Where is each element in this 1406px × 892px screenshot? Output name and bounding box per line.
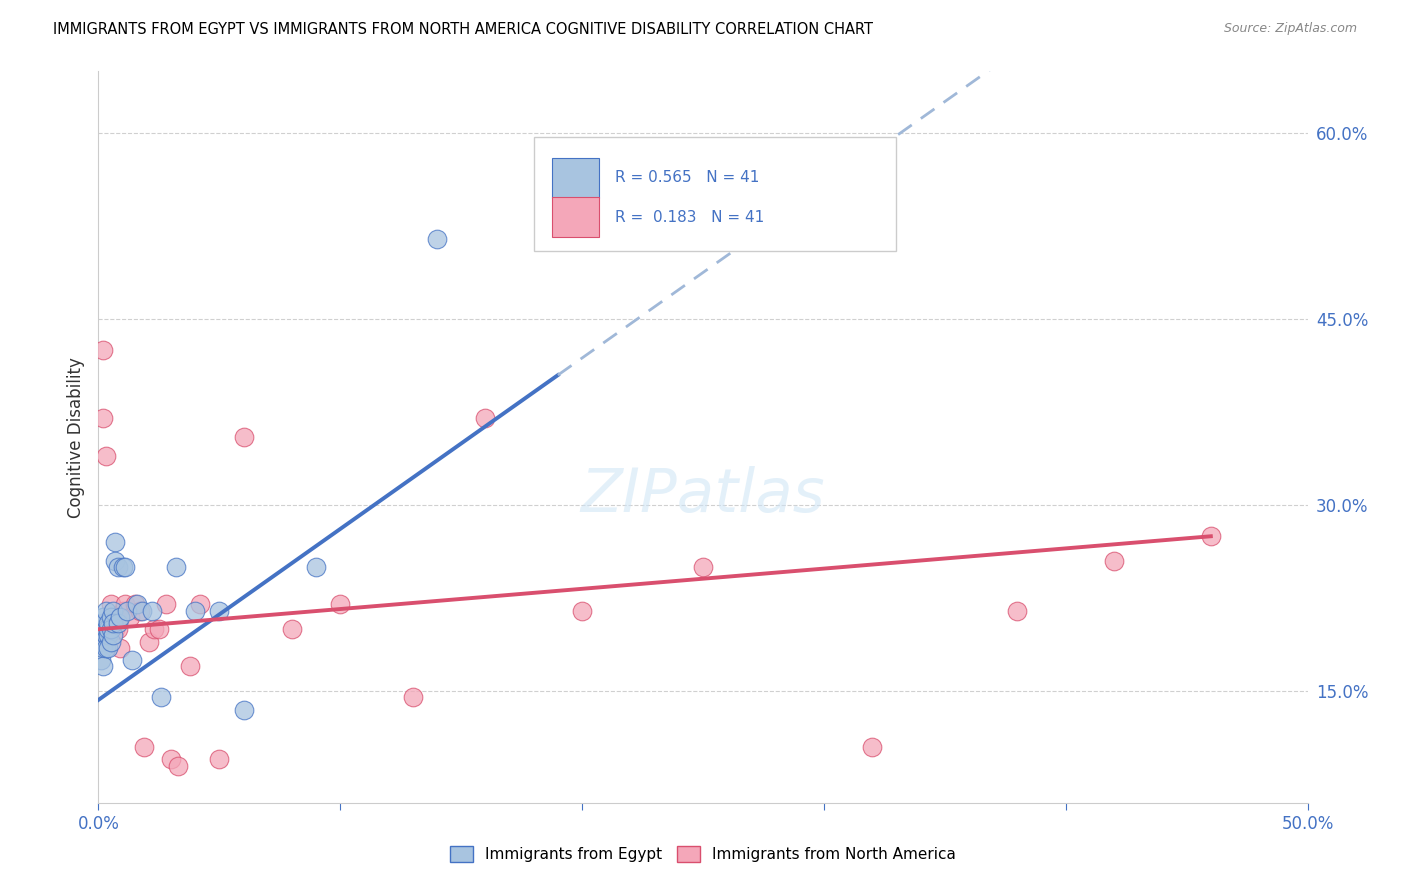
Point: [90, 634, 112, 648]
Text: Source: ZipAtlas.com: Source: ZipAtlas.com: [1223, 22, 1357, 36]
Point: [281, 622, 304, 636]
Point: [860, 739, 883, 754]
Point: [94, 640, 117, 655]
FancyBboxPatch shape: [551, 197, 599, 237]
Point: [124, 598, 146, 612]
Point: [179, 659, 201, 673]
Point: [305, 560, 328, 574]
Point: [107, 622, 129, 636]
Point: [138, 634, 160, 648]
Point: [155, 598, 177, 612]
Point: [208, 604, 231, 618]
Point: [117, 604, 139, 618]
Point: [94, 622, 117, 636]
Point: [90, 622, 112, 636]
Point: [101, 615, 124, 630]
Point: [150, 690, 173, 705]
Legend: Immigrants from Egypt, Immigrants from North America: Immigrants from Egypt, Immigrants from N…: [444, 840, 962, 868]
Point: [188, 598, 211, 612]
Point: [134, 739, 156, 754]
Point: [111, 604, 134, 618]
Point: [131, 604, 153, 618]
Point: [232, 430, 254, 444]
Point: [91, 615, 114, 630]
Point: [141, 604, 163, 618]
Point: [104, 622, 127, 636]
Text: ZIPatlas: ZIPatlas: [581, 467, 825, 525]
Point: [167, 758, 190, 772]
Point: [160, 752, 183, 766]
Point: [97, 622, 120, 636]
Point: [1007, 604, 1029, 618]
Point: [97, 615, 120, 630]
Point: [232, 703, 254, 717]
Point: [100, 598, 122, 612]
FancyBboxPatch shape: [534, 137, 897, 251]
Point: [143, 622, 166, 636]
Point: [90, 622, 112, 636]
Point: [426, 232, 449, 246]
Point: [94, 628, 117, 642]
Point: [97, 640, 120, 655]
Text: R = 0.565   N = 41: R = 0.565 N = 41: [614, 170, 759, 186]
Point: [100, 610, 122, 624]
FancyBboxPatch shape: [551, 158, 599, 198]
Point: [118, 610, 141, 624]
Point: [108, 640, 131, 655]
Point: [100, 622, 122, 636]
Point: [165, 560, 187, 574]
Point: [108, 610, 131, 624]
Point: [91, 659, 114, 673]
Point: [97, 628, 120, 642]
Point: [208, 752, 231, 766]
Point: [474, 411, 496, 425]
Point: [402, 690, 425, 705]
Point: [329, 598, 352, 612]
Text: IMMIGRANTS FROM EGYPT VS IMMIGRANTS FROM NORTH AMERICA COGNITIVE DISABILITY CORR: IMMIGRANTS FROM EGYPT VS IMMIGRANTS FROM…: [53, 22, 873, 37]
Point: [107, 615, 129, 630]
Point: [97, 628, 120, 642]
Point: [114, 598, 136, 612]
Y-axis label: Cognitive Disability: Cognitive Disability: [66, 357, 84, 517]
Point: [114, 560, 136, 574]
Point: [94, 604, 117, 618]
Point: [100, 634, 122, 648]
Point: [104, 554, 127, 568]
Point: [91, 610, 114, 624]
Point: [148, 622, 170, 636]
Point: [101, 628, 124, 642]
Point: [104, 535, 127, 549]
Point: [91, 411, 114, 425]
Point: [111, 560, 134, 574]
Point: [91, 640, 114, 655]
Point: [97, 615, 120, 630]
Point: [100, 622, 122, 636]
Point: [91, 343, 114, 358]
Point: [121, 653, 143, 667]
Point: [101, 604, 124, 618]
Point: [104, 610, 127, 624]
Text: R =  0.183   N = 41: R = 0.183 N = 41: [614, 210, 763, 225]
Point: [90, 634, 112, 648]
Point: [1199, 529, 1222, 543]
Point: [128, 604, 150, 618]
Point: [571, 604, 593, 618]
Point: [101, 615, 124, 630]
Point: [107, 560, 129, 574]
Point: [127, 598, 149, 612]
Point: [1102, 554, 1125, 568]
Point: [184, 604, 207, 618]
Point: [94, 628, 117, 642]
Point: [692, 560, 714, 574]
Point: [94, 449, 117, 463]
Point: [547, 232, 569, 246]
Point: [90, 653, 112, 667]
